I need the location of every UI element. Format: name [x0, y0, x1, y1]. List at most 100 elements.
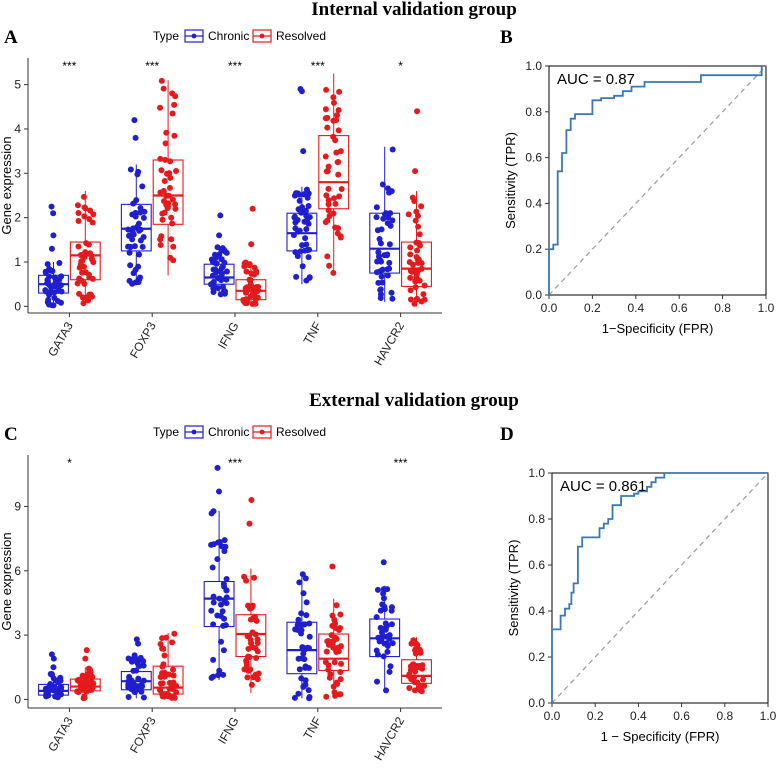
data-point [131, 243, 138, 250]
y-tick-label: 0.6 [528, 558, 545, 572]
data-point [324, 124, 331, 131]
data-point [378, 258, 385, 265]
data-point [303, 226, 310, 233]
data-point [405, 211, 412, 218]
x-tick-label: GATA3 [45, 714, 76, 754]
data-point [296, 206, 303, 213]
boxplot-internal: 0 1 2 3 4 5 Gene expression GATA3 *** FOXP3 *** IFN… [0, 58, 442, 368]
data-point [172, 205, 179, 212]
outlier-point [412, 168, 419, 175]
data-point [133, 197, 140, 204]
significance-label: *** [311, 59, 325, 73]
data-point [385, 214, 392, 221]
data-point [58, 684, 65, 691]
data-point [56, 259, 63, 266]
data-point [389, 295, 396, 302]
significance-label: * [398, 59, 403, 73]
roc-internal: 0.00.0 0.2 0.2 0.4 0.4 0.6 0.6 0.8 0.8 1.0 1.0 AUC … [503, 59, 775, 336]
data-point [323, 86, 330, 93]
data-point [379, 279, 386, 286]
data-point [81, 213, 88, 220]
y-axis-title: Sensitivity (TPR) [503, 132, 518, 229]
y-tick-label: 6 [14, 564, 21, 578]
outlier-point [297, 86, 304, 93]
y-tick-label: 0.2 [525, 242, 542, 256]
data-point [330, 99, 337, 106]
data-point [305, 190, 312, 197]
panel-label-a: A [4, 27, 18, 48]
y-tick-label: 0.2 [528, 650, 545, 664]
outlier-point [414, 108, 421, 115]
data-point [136, 251, 143, 258]
data-point [418, 203, 425, 210]
x-tick-label: 0.2 [587, 709, 604, 723]
data-point [335, 648, 342, 655]
data-point [375, 249, 382, 256]
data-point [373, 204, 380, 211]
legend-type-label: Type [153, 425, 179, 439]
data-point [380, 653, 387, 660]
box-chronic [120, 203, 152, 252]
data-point [383, 687, 390, 694]
data-point [223, 575, 230, 582]
data-point [139, 243, 146, 250]
data-point [159, 216, 166, 223]
data-point [332, 200, 339, 207]
data-point [125, 694, 132, 701]
data-point [325, 641, 332, 648]
data-point [324, 168, 331, 175]
data-point [384, 251, 391, 258]
data-point [381, 603, 388, 610]
outlier-point [48, 651, 55, 658]
data-point [411, 300, 418, 307]
data-point [210, 621, 217, 628]
data-point [171, 132, 178, 139]
data-point [221, 537, 228, 544]
data-point [324, 114, 331, 121]
data-point [88, 673, 95, 680]
data-point [303, 612, 310, 619]
data-point [331, 659, 338, 666]
data-point [407, 296, 414, 303]
data-point [412, 640, 419, 647]
y-tick-label: 0.8 [525, 105, 542, 119]
outlier-point [132, 134, 139, 141]
data-point [337, 676, 344, 683]
x-tick-label: 0.2 [584, 301, 601, 315]
data-point [161, 652, 168, 659]
data-point [335, 225, 342, 232]
data-point [332, 692, 339, 699]
data-point [421, 296, 428, 303]
data-point [163, 129, 170, 136]
x-tick-label: 0.8 [714, 301, 731, 315]
data-point [223, 594, 230, 601]
data-point [373, 269, 380, 276]
data-point [300, 650, 307, 657]
data-point [337, 611, 344, 618]
y-axis-title: Sensitivity (TPR) [506, 540, 521, 637]
data-point [335, 107, 342, 114]
data-point [415, 256, 422, 263]
data-point [158, 77, 165, 84]
data-point [216, 595, 223, 602]
data-point [161, 198, 168, 205]
data-point [324, 253, 331, 260]
data-point [325, 197, 332, 204]
data-point [322, 153, 329, 160]
data-point [218, 638, 225, 645]
data-point [129, 211, 136, 218]
y-tick-label: 0.4 [528, 604, 545, 618]
data-point [169, 220, 176, 227]
data-point [210, 656, 217, 663]
data-point [126, 249, 133, 256]
outlier-point [214, 464, 221, 471]
data-point [304, 247, 311, 254]
legend-c: Type Chronic Resolved [153, 425, 326, 439]
legend-a: Type Chronic Resolved [153, 29, 326, 43]
data-point [384, 272, 391, 279]
data-point [323, 648, 330, 655]
data-point [168, 214, 175, 221]
data-point [406, 684, 413, 691]
data-point [75, 210, 82, 217]
significance-label: *** [62, 59, 76, 73]
